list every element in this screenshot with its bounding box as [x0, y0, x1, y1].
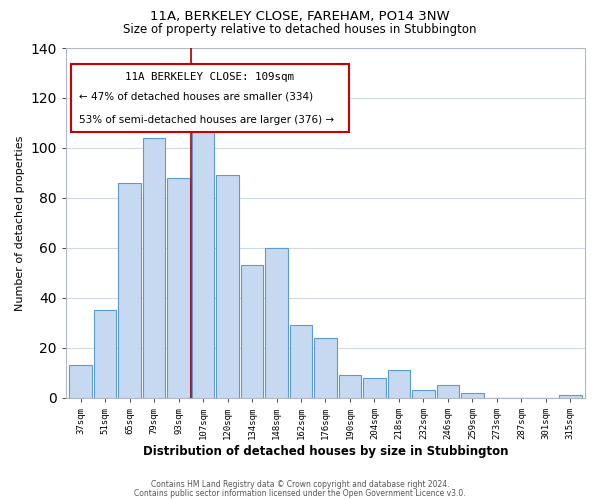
- Bar: [388, 370, 410, 398]
- Text: Contains public sector information licensed under the Open Government Licence v3: Contains public sector information licen…: [134, 488, 466, 498]
- Text: Contains HM Land Registry data © Crown copyright and database right 2024.: Contains HM Land Registry data © Crown c…: [151, 480, 449, 489]
- Bar: [192, 130, 214, 398]
- Text: Size of property relative to detached houses in Stubbington: Size of property relative to detached ho…: [123, 22, 477, 36]
- Text: 11A BERKELEY CLOSE: 109sqm: 11A BERKELEY CLOSE: 109sqm: [125, 72, 295, 83]
- Bar: [363, 378, 386, 398]
- Bar: [94, 310, 116, 398]
- Text: 53% of semi-detached houses are larger (376) →: 53% of semi-detached houses are larger (…: [79, 114, 334, 124]
- Bar: [437, 385, 459, 398]
- Bar: [143, 138, 166, 398]
- Bar: [265, 248, 288, 398]
- X-axis label: Distribution of detached houses by size in Stubbington: Distribution of detached houses by size …: [143, 444, 508, 458]
- Bar: [339, 375, 361, 398]
- Bar: [216, 176, 239, 398]
- Text: ← 47% of detached houses are smaller (334): ← 47% of detached houses are smaller (33…: [79, 92, 313, 102]
- Y-axis label: Number of detached properties: Number of detached properties: [15, 135, 25, 310]
- Bar: [461, 392, 484, 398]
- Text: 11A, BERKELEY CLOSE, FAREHAM, PO14 3NW: 11A, BERKELEY CLOSE, FAREHAM, PO14 3NW: [150, 10, 450, 23]
- Bar: [314, 338, 337, 398]
- Bar: [118, 183, 141, 398]
- Bar: [412, 390, 434, 398]
- Bar: [241, 266, 263, 398]
- FancyBboxPatch shape: [71, 64, 349, 132]
- Bar: [559, 395, 581, 398]
- Bar: [167, 178, 190, 398]
- Bar: [70, 365, 92, 398]
- Bar: [290, 325, 312, 398]
